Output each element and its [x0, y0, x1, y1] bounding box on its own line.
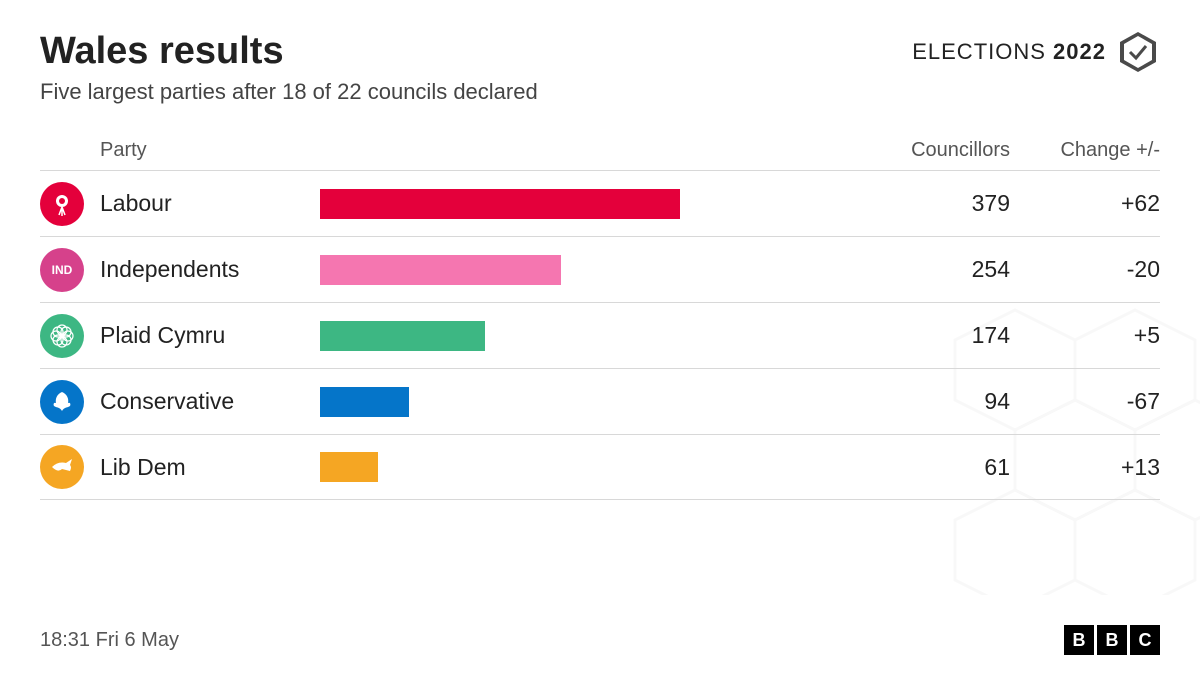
party-name: Independents	[100, 256, 320, 283]
table-row: Labour 379+62	[40, 170, 1160, 236]
col-party: Party	[100, 139, 320, 162]
col-councillors: Councillors	[860, 139, 1010, 162]
change-value: +62	[1010, 190, 1160, 217]
bbc-logo: B B C	[1064, 625, 1160, 655]
change-value: +13	[1010, 454, 1160, 481]
councillors-value: 174	[860, 322, 1010, 349]
table-row: Plaid Cymru 174+5	[40, 302, 1160, 368]
change-value: -20	[1010, 256, 1160, 283]
table-row: Lib Dem 61+13	[40, 434, 1160, 500]
col-change: Change +/-	[1010, 139, 1160, 162]
timestamp: 18:31 Fri 6 May	[40, 629, 179, 652]
party-bar	[320, 321, 485, 351]
ballot-icon	[1116, 30, 1160, 74]
page-title: Wales results	[40, 30, 538, 73]
party-name: Labour	[100, 190, 320, 217]
councillors-value: 94	[860, 388, 1010, 415]
councillors-value: 379	[860, 190, 1010, 217]
party-name: Lib Dem	[100, 454, 320, 481]
party-bar	[320, 189, 680, 219]
elections-year: 2022	[1053, 39, 1106, 64]
party-bar	[320, 387, 409, 417]
party-logo	[40, 445, 84, 489]
party-bar	[320, 255, 561, 285]
party-logo	[40, 314, 84, 358]
page-subtitle: Five largest parties after 18 of 22 coun…	[40, 79, 538, 105]
results-table: Party Councillors Change +/- Labour 379+6…	[40, 139, 1160, 500]
table-row: IND Independents 254-20	[40, 236, 1160, 302]
councillors-value: 254	[860, 256, 1010, 283]
bbc-b2: B	[1097, 625, 1127, 655]
elections-label: ELECTIONS	[912, 39, 1046, 64]
councillors-value: 61	[860, 454, 1010, 481]
elections-badge: ELECTIONS 2022	[912, 30, 1160, 74]
party-logo	[40, 182, 84, 226]
party-name: Conservative	[100, 388, 320, 415]
party-name: Plaid Cymru	[100, 322, 320, 349]
bbc-c: C	[1130, 625, 1160, 655]
table-row: Conservative 94-67	[40, 368, 1160, 434]
bbc-b1: B	[1064, 625, 1094, 655]
change-value: -67	[1010, 388, 1160, 415]
change-value: +5	[1010, 322, 1160, 349]
party-bar	[320, 452, 378, 482]
party-logo	[40, 380, 84, 424]
party-logo: IND	[40, 248, 84, 292]
